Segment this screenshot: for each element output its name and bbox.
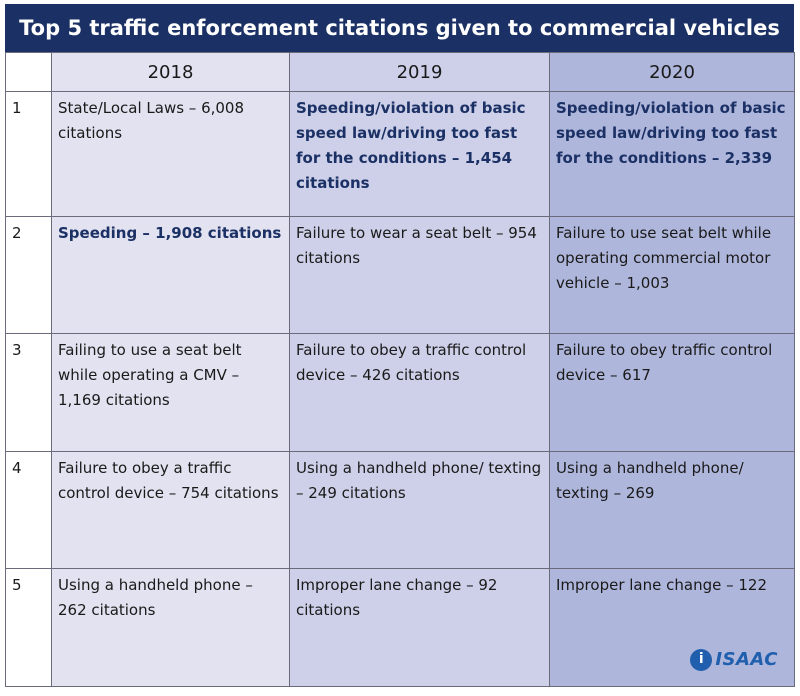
rank-cell: 2	[5, 216, 52, 335]
table-row: 4 Failure to obey a traffic control devi…	[5, 450, 795, 569]
cell-2018: State/Local Laws – 6,008 citations	[51, 90, 290, 218]
cell-2018: Speeding – 1,908 citations	[51, 216, 290, 335]
header-row: 2018 2019 2020	[5, 52, 795, 92]
isaac-logo-icon: i	[690, 648, 713, 671]
rank-cell: 1	[5, 90, 52, 218]
header-2020: 2020	[549, 52, 795, 92]
page-title: Top 5 traffic enforcement citations give…	[5, 4, 794, 52]
header-rank	[5, 52, 52, 92]
rank-cell: 3	[5, 333, 52, 452]
header-2018: 2018	[51, 52, 290, 92]
cell-2020: Speeding/violation of basic speed law/dr…	[549, 90, 795, 218]
table-row: 3 Failing to use a seat belt while opera…	[5, 333, 795, 452]
cell-2020-text: Improper lane change – 122	[556, 575, 767, 594]
cell-2019: Improper lane change – 92 citations	[289, 567, 550, 688]
cell-2019: Failure to obey a traffic control device…	[289, 333, 550, 452]
cell-2020: Failure to use seat belt while operating…	[549, 216, 795, 335]
citations-table: 2018 2019 2020 1 State/Local Laws – 6,00…	[5, 52, 795, 688]
header-2019: 2019	[289, 52, 550, 92]
rank-cell: 4	[5, 450, 52, 569]
isaac-logo: i ISAAC	[690, 647, 778, 672]
cell-2019: Using a handheld phone/ texting – 249 ci…	[289, 450, 550, 569]
rank-cell: 5	[5, 567, 52, 688]
cell-2019: Failure to wear a seat belt – 954 citati…	[289, 216, 550, 335]
cell-2019: Speeding/violation of basic speed law/dr…	[289, 90, 550, 218]
cell-2018: Failing to use a seat belt while operati…	[51, 333, 290, 452]
cell-2020: Improper lane change – 122 i ISAAC	[549, 567, 795, 688]
cell-2020: Using a handheld phone/ texting – 269	[549, 450, 795, 569]
table-row: 1 State/Local Laws – 6,008 citations Spe…	[5, 90, 795, 218]
cell-2018: Failure to obey a traffic control device…	[51, 450, 290, 569]
table-row: 5 Using a handheld phone – 262 citations…	[5, 567, 795, 688]
table-row: 2 Speeding – 1,908 citations Failure to …	[5, 216, 795, 335]
isaac-logo-text: ISAAC	[715, 649, 778, 670]
cell-2020: Failure to obey traffic control device –…	[549, 333, 795, 452]
cell-2018: Using a handheld phone – 262 citations	[51, 567, 290, 688]
